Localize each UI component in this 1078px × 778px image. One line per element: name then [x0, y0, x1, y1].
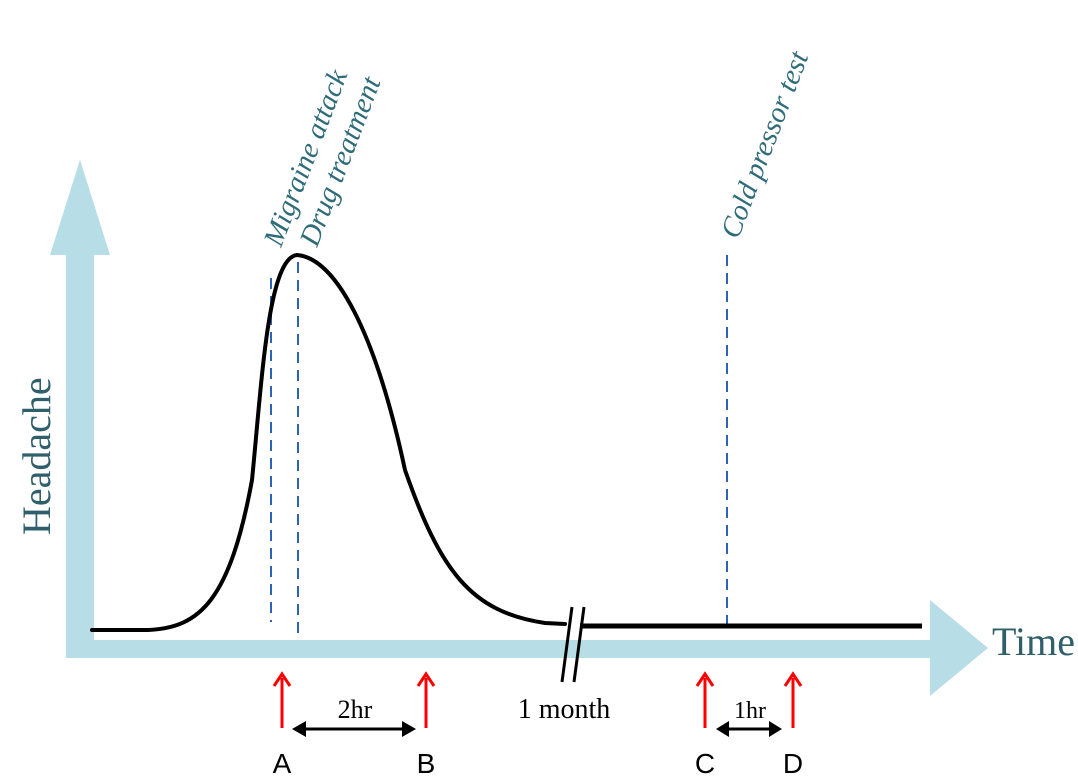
timepoint-arrow-a	[272, 671, 292, 728]
headache-curve	[90, 252, 567, 632]
timepoint-arrow-b	[416, 671, 436, 728]
timepoint-label-b: B	[417, 748, 436, 778]
x-axis-shaft	[66, 640, 946, 658]
y-axis-label: Headache	[14, 377, 59, 535]
timepoint-arrow-c	[695, 671, 715, 728]
x-axis	[66, 600, 988, 696]
timepoint-label-c: C	[695, 748, 715, 778]
interval-break-label: 1 month	[518, 694, 611, 725]
y-axis	[50, 160, 110, 658]
y-axis-shaft	[66, 250, 94, 658]
cold-pressor-test-label: Cold pressor test	[715, 46, 816, 242]
x-axis-label: Time	[992, 619, 1075, 664]
timepoint-label-a: A	[273, 748, 292, 778]
interval-ab-label: 2hr	[338, 695, 373, 724]
break-mark-left	[560, 606, 574, 683]
y-axis-arrowhead	[50, 160, 110, 255]
interval-cd-label: 1hr	[734, 698, 766, 724]
time-break-marker	[560, 606, 586, 683]
timepoint-label-d: D	[783, 748, 803, 778]
break-mark-right	[572, 606, 586, 683]
x-axis-arrowhead	[930, 600, 988, 696]
interval-ab-arrow	[292, 721, 416, 737]
interval-cd-arrow	[716, 721, 782, 737]
timepoint-arrow-d	[783, 671, 803, 728]
